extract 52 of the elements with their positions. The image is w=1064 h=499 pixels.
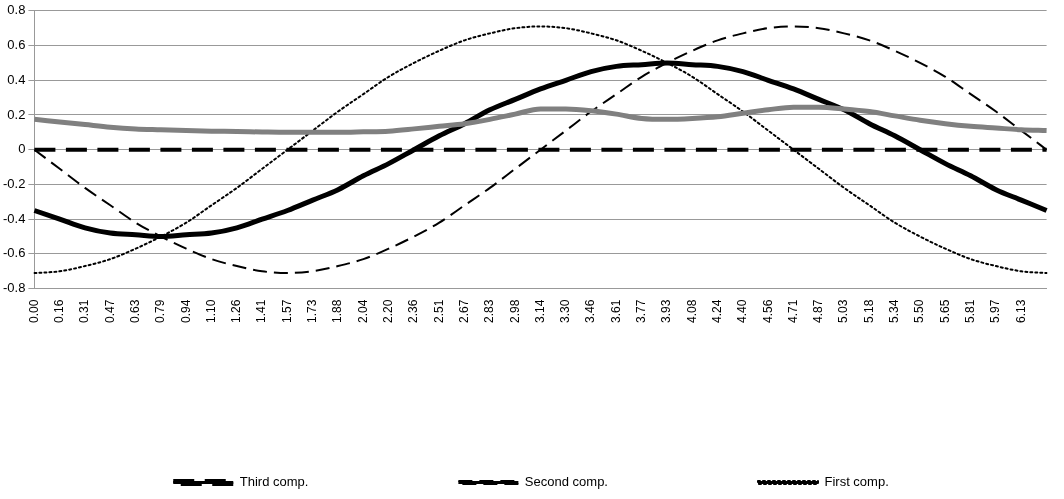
x-tick-label: 5.65 bbox=[937, 299, 952, 323]
x-tick-label: 4.56 bbox=[760, 299, 775, 323]
x-tick-label: 0.63 bbox=[127, 299, 142, 323]
x-tick-label: 2.36 bbox=[406, 299, 421, 323]
x-tick-label: 4.71 bbox=[785, 299, 800, 323]
x-tick-label: 1.10 bbox=[203, 299, 218, 323]
x-tick-label: 5.81 bbox=[963, 299, 977, 323]
x-tick-label: 1.26 bbox=[229, 299, 244, 323]
y-tick-label: -0.4 bbox=[2, 210, 26, 226]
x-tick-label: 0.16 bbox=[52, 299, 67, 323]
legend-label: First comp. bbox=[824, 474, 889, 490]
x-tick-label: 5.34 bbox=[887, 299, 902, 323]
x-tick-label: 5.50 bbox=[912, 299, 927, 323]
x-tick-label: 4.40 bbox=[735, 299, 750, 323]
x-tick-label: 3.61 bbox=[608, 299, 623, 323]
x-tick-label: 3.30 bbox=[558, 299, 573, 323]
x-tick-label: 2.67 bbox=[456, 299, 471, 323]
x-tick-label: 2.98 bbox=[507, 299, 522, 323]
x-tick-label: 3.14 bbox=[532, 299, 547, 323]
x-tick-label: 5.03 bbox=[836, 299, 851, 323]
x-tick-label: 6.13 bbox=[1013, 299, 1028, 323]
x-tick-label: 1.57 bbox=[279, 299, 294, 323]
y-tick-label: 0.4 bbox=[7, 71, 26, 87]
x-tick-label: 0.00 bbox=[26, 299, 41, 323]
x-tick-label: 0.94 bbox=[178, 299, 193, 323]
y-tick-label: 0 bbox=[18, 141, 26, 157]
y-tick-label: -0.6 bbox=[2, 245, 26, 261]
legend-label: Second comp. bbox=[524, 474, 608, 490]
x-tick-label: 4.87 bbox=[811, 299, 826, 323]
x-tick-label: 0.47 bbox=[102, 299, 117, 323]
legend-label: Third comp. bbox=[239, 474, 309, 490]
x-tick-label: 5.97 bbox=[988, 299, 1003, 323]
x-tick-label: 1.41 bbox=[254, 299, 269, 323]
x-tick-label: 0.31 bbox=[77, 299, 92, 323]
x-tick-label: 3.77 bbox=[634, 299, 649, 323]
y-tick-label: -0.8 bbox=[2, 280, 26, 296]
x-tick-label: 2.04 bbox=[355, 299, 370, 323]
x-tick-label: 0.79 bbox=[153, 299, 168, 323]
x-tick-label: 5.18 bbox=[861, 299, 876, 323]
x-tick-label: 2.20 bbox=[380, 299, 395, 323]
x-tick-label: 1.73 bbox=[305, 299, 320, 323]
x-tick-label: 4.24 bbox=[709, 299, 724, 323]
y-tick-label: 0.2 bbox=[7, 106, 26, 122]
x-tick-label: 3.46 bbox=[583, 299, 598, 323]
x-tick-label: 2.51 bbox=[431, 299, 446, 323]
y-tick-label: 0.8 bbox=[7, 2, 26, 18]
x-tick-label: 4.08 bbox=[684, 299, 699, 323]
x-tick-label: 3.93 bbox=[659, 299, 674, 323]
y-tick-label: -0.2 bbox=[2, 176, 26, 192]
x-tick-label: 2.83 bbox=[482, 299, 497, 323]
x-tick-label: 1.88 bbox=[330, 299, 345, 323]
y-tick-label: 0.6 bbox=[7, 37, 26, 53]
